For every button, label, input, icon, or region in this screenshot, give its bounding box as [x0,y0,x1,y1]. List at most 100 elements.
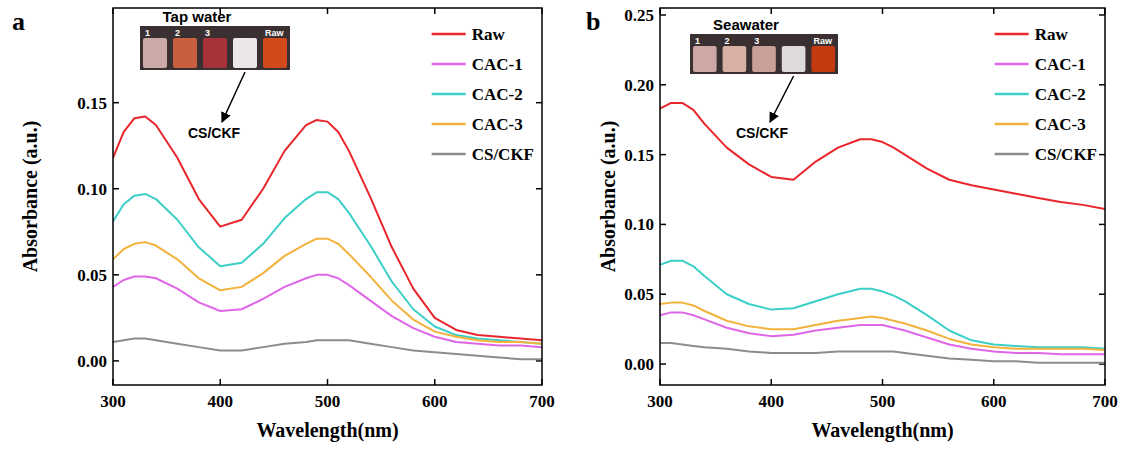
series-line [660,303,1105,350]
y-tick [660,84,666,86]
series-line [113,239,542,344]
legend-swatch [995,33,1029,36]
legend: RawCAC-1CAC-2CAC-3CS/CKF [995,25,1097,164]
y-tick-right [1099,224,1105,226]
legend-label: CAC-2 [472,85,523,104]
series-group [113,116,542,359]
x-tick-top [434,8,436,14]
x-tick [220,379,222,385]
inset-title: Seawater [713,16,779,33]
x-tick-label: 700 [529,392,555,411]
legend-label: Raw [472,25,506,44]
vial-label: 2 [175,28,180,38]
inset-arrow-label: CS/CKF [736,125,789,141]
legend-swatch [432,93,466,96]
x-tick-top [327,8,329,14]
x-tick-label: 600 [981,392,1007,411]
legend-swatch [995,63,1029,66]
y-tick-label: 0.15 [624,146,654,165]
vial [782,46,806,72]
vial-label: 3 [754,36,759,46]
y-tick [660,293,666,295]
y-tick-label: 0.05 [624,285,654,304]
x-tick-label: 400 [208,392,234,411]
panel: 0.000.050.100.15300400500600700Wavelengt… [12,7,555,442]
series-line [113,275,542,347]
legend: Raw CAC-1 CAC-2 CAC-3 CS/CKF [432,25,534,164]
series-line [113,116,542,340]
x-tick-label: 400 [759,392,785,411]
x-tick-top [882,8,884,14]
vial [173,38,197,68]
vial-label: 1 [145,28,150,38]
legend-label: CAC-1 [472,55,523,74]
y-tick [660,363,666,365]
inset-arrow-label: CS/CKF [188,125,241,141]
plot-frame [113,8,542,385]
y-tick-right [1099,293,1105,295]
series-line [113,192,542,343]
y-tick-label: 0.00 [624,355,654,374]
vial [143,38,167,68]
legend-swatch [995,153,1029,156]
panel-letter: b [586,7,600,36]
x-tick [327,379,329,385]
y-tick-right [1099,154,1105,156]
y-tick-label: 0.00 [77,352,107,371]
vial-label: Raw [265,28,285,38]
legend-swatch [432,153,466,156]
y-tick [113,274,119,276]
y-tick [113,360,119,362]
x-tick [882,379,884,385]
x-tick [771,379,773,385]
panel-letter: a [12,7,25,36]
legend-label: CAC-3 [472,115,523,134]
x-tick-label: 300 [100,392,126,411]
y-axis-title: Absorbance (a.u.) [19,121,42,273]
legend-swatch [432,123,466,126]
figure: 0.00 0.05 0.10 0.15 300 400 500 600 700 Wavelengt… [0,0,1128,457]
x-tick-label: 500 [315,392,341,411]
inset-title: Tap water [163,8,232,25]
series-line [113,339,542,360]
y-tick-label: 0.25 [624,6,654,25]
vial [693,46,717,72]
y-axis-title: Absorbance (a.u.) [597,121,620,273]
series-line [660,343,1105,363]
vial-label: 2 [725,36,730,46]
legend-swatch [432,33,466,36]
y-tick [660,14,666,16]
legend-label: CS/CKF [472,145,534,164]
x-tick [434,379,436,385]
y-tick [113,102,119,104]
x-tick-top [771,8,773,14]
x-axis-title: Wavelength(nm) [811,419,953,442]
y-tick-right [536,188,542,190]
y-tick-label: 0.15 [77,94,107,113]
vial-label: Raw [813,36,833,46]
inset-arrow [770,76,794,122]
x-tick [993,379,995,385]
y-tick [113,188,119,190]
vial [263,38,287,68]
series-line [660,103,1105,209]
vial [723,46,747,72]
panel: 0.000.050.100.150.200.25300400500600700W… [586,6,1118,442]
x-tick-label: 700 [1092,392,1118,411]
y-tick [660,154,666,156]
vial [811,46,835,72]
vial [203,38,227,68]
x-tick-label: 500 [870,392,896,411]
y-tick [660,224,666,226]
x-tick-label: 300 [647,392,673,411]
series-line [660,261,1105,349]
y-tick-label: 0.05 [77,266,107,285]
x-tick-top [993,8,995,14]
y-tick-right [1099,84,1105,86]
vial [233,38,257,68]
legend-swatch [995,123,1029,126]
inset-photo [690,34,838,74]
series-group [660,103,1105,363]
legend-label: CAC-2 [1035,85,1086,104]
y-tick-label: 0.10 [624,215,654,234]
